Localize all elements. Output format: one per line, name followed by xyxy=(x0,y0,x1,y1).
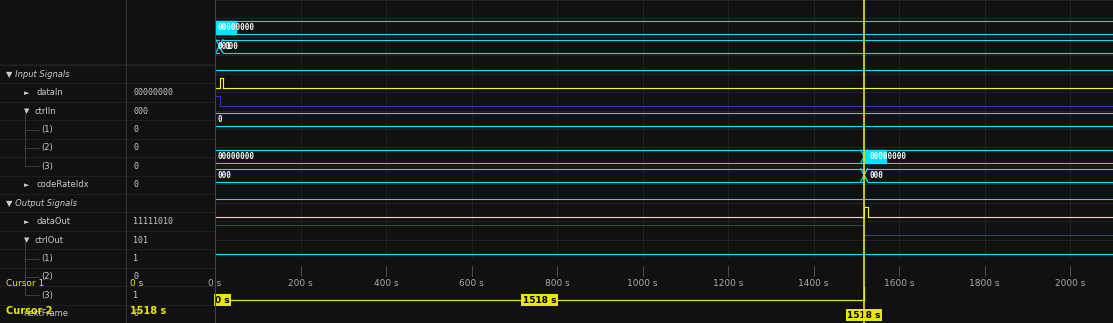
Text: 1: 1 xyxy=(134,291,138,300)
Text: 1000 s: 1000 s xyxy=(628,279,658,288)
Text: (3): (3) xyxy=(41,291,52,300)
Text: 0 s: 0 s xyxy=(215,296,229,305)
Text: 600 s: 600 s xyxy=(460,279,484,288)
Text: 0: 0 xyxy=(134,162,138,171)
Text: 00000000: 00000000 xyxy=(217,23,254,32)
Text: 000: 000 xyxy=(134,107,148,116)
Text: codeRateIdx: codeRateIdx xyxy=(37,180,89,189)
Text: 101: 101 xyxy=(134,235,148,245)
Text: 1200 s: 1200 s xyxy=(713,279,743,288)
Text: ►: ► xyxy=(23,182,29,188)
Text: ▼ Input Signals: ▼ Input Signals xyxy=(7,70,70,79)
Text: Cursor 2: Cursor 2 xyxy=(7,306,53,316)
Text: 000: 000 xyxy=(217,171,232,180)
Text: 00000000: 00000000 xyxy=(134,88,174,97)
Text: 11111010: 11111010 xyxy=(134,217,174,226)
Text: 1518 s: 1518 s xyxy=(847,311,880,320)
Text: 0: 0 xyxy=(134,180,138,189)
Text: 200 s: 200 s xyxy=(288,279,313,288)
Text: (2): (2) xyxy=(41,143,52,152)
Text: 0: 0 xyxy=(134,125,138,134)
Text: 800 s: 800 s xyxy=(544,279,570,288)
Text: 00000000: 00000000 xyxy=(869,152,907,161)
Text: 0 s: 0 s xyxy=(208,279,221,288)
Text: (2): (2) xyxy=(41,272,52,281)
Text: 000: 000 xyxy=(225,42,238,51)
Text: 1400 s: 1400 s xyxy=(798,279,829,288)
Text: 0: 0 xyxy=(217,115,221,124)
Text: (3): (3) xyxy=(41,162,52,171)
Text: 0 s: 0 s xyxy=(130,279,144,288)
Text: 0: 0 xyxy=(134,143,138,152)
Text: nextFrame: nextFrame xyxy=(23,309,69,318)
Text: dataIn: dataIn xyxy=(37,88,63,97)
Text: ctrlIn: ctrlIn xyxy=(35,107,56,116)
Text: 1800 s: 1800 s xyxy=(969,279,999,288)
Text: 2000 s: 2000 s xyxy=(1055,279,1085,288)
Text: 000: 000 xyxy=(869,171,884,180)
Text: 400 s: 400 s xyxy=(374,279,398,288)
Text: ►: ► xyxy=(23,90,29,96)
Text: ▼ Output Signals: ▼ Output Signals xyxy=(7,199,78,208)
Text: 1600 s: 1600 s xyxy=(884,279,915,288)
Text: 0: 0 xyxy=(134,309,138,318)
Text: ▼: ▼ xyxy=(23,237,29,243)
Text: 0: 0 xyxy=(134,272,138,281)
Text: ctrlOut: ctrlOut xyxy=(35,235,63,245)
Text: 00000000: 00000000 xyxy=(217,152,254,161)
Text: ▼: ▼ xyxy=(23,108,29,114)
Text: 1518 s: 1518 s xyxy=(523,296,556,305)
Text: Cursor 1: Cursor 1 xyxy=(7,279,45,288)
Text: (1): (1) xyxy=(41,125,52,134)
Text: (1): (1) xyxy=(41,254,52,263)
Text: ►: ► xyxy=(23,219,29,224)
Text: dataOut: dataOut xyxy=(37,217,70,226)
Text: 001: 001 xyxy=(217,42,232,51)
Text: 1: 1 xyxy=(134,254,138,263)
Text: 1518 s: 1518 s xyxy=(130,306,166,316)
